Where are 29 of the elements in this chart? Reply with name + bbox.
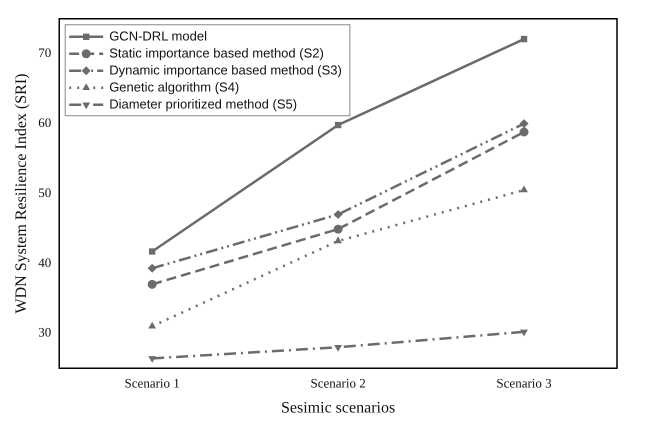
x-axis-title: Sesimic scenarios [281,400,396,417]
y-tick-label: 60 [38,115,52,130]
point [148,264,157,273]
y-axis-title: WDN System Resilience Index (SRI) [12,74,30,314]
y-tick-label: 30 [38,324,52,340]
legend-label: Genetic algorithm (S4) [109,79,240,94]
y-tick-label: 70 [38,45,52,60]
x-tick-label: Scenario 3 [496,375,552,390]
y-tick-label: 50 [38,184,52,200]
point [148,248,156,255]
point [334,122,342,128]
point [334,236,342,244]
point [520,330,528,336]
point [148,280,157,289]
y-tick-label: 40 [38,254,52,270]
point [520,128,529,137]
point [148,356,156,363]
legend-label: GCN-DRL model [109,28,208,44]
legend-label: Static importance based method (S2) [109,45,324,60]
point [334,224,343,234]
point [520,186,528,192]
x-tick-label: Scenario 1 [124,375,180,390]
legend-label: Diameter prioritized method (S5) [109,96,298,112]
legend-label: Dynamic importance based method (S3) [109,62,342,78]
x-tick-label: Scenario 2 [310,375,366,390]
point [334,344,342,352]
point [334,210,343,219]
point [520,119,529,128]
point [148,322,156,329]
